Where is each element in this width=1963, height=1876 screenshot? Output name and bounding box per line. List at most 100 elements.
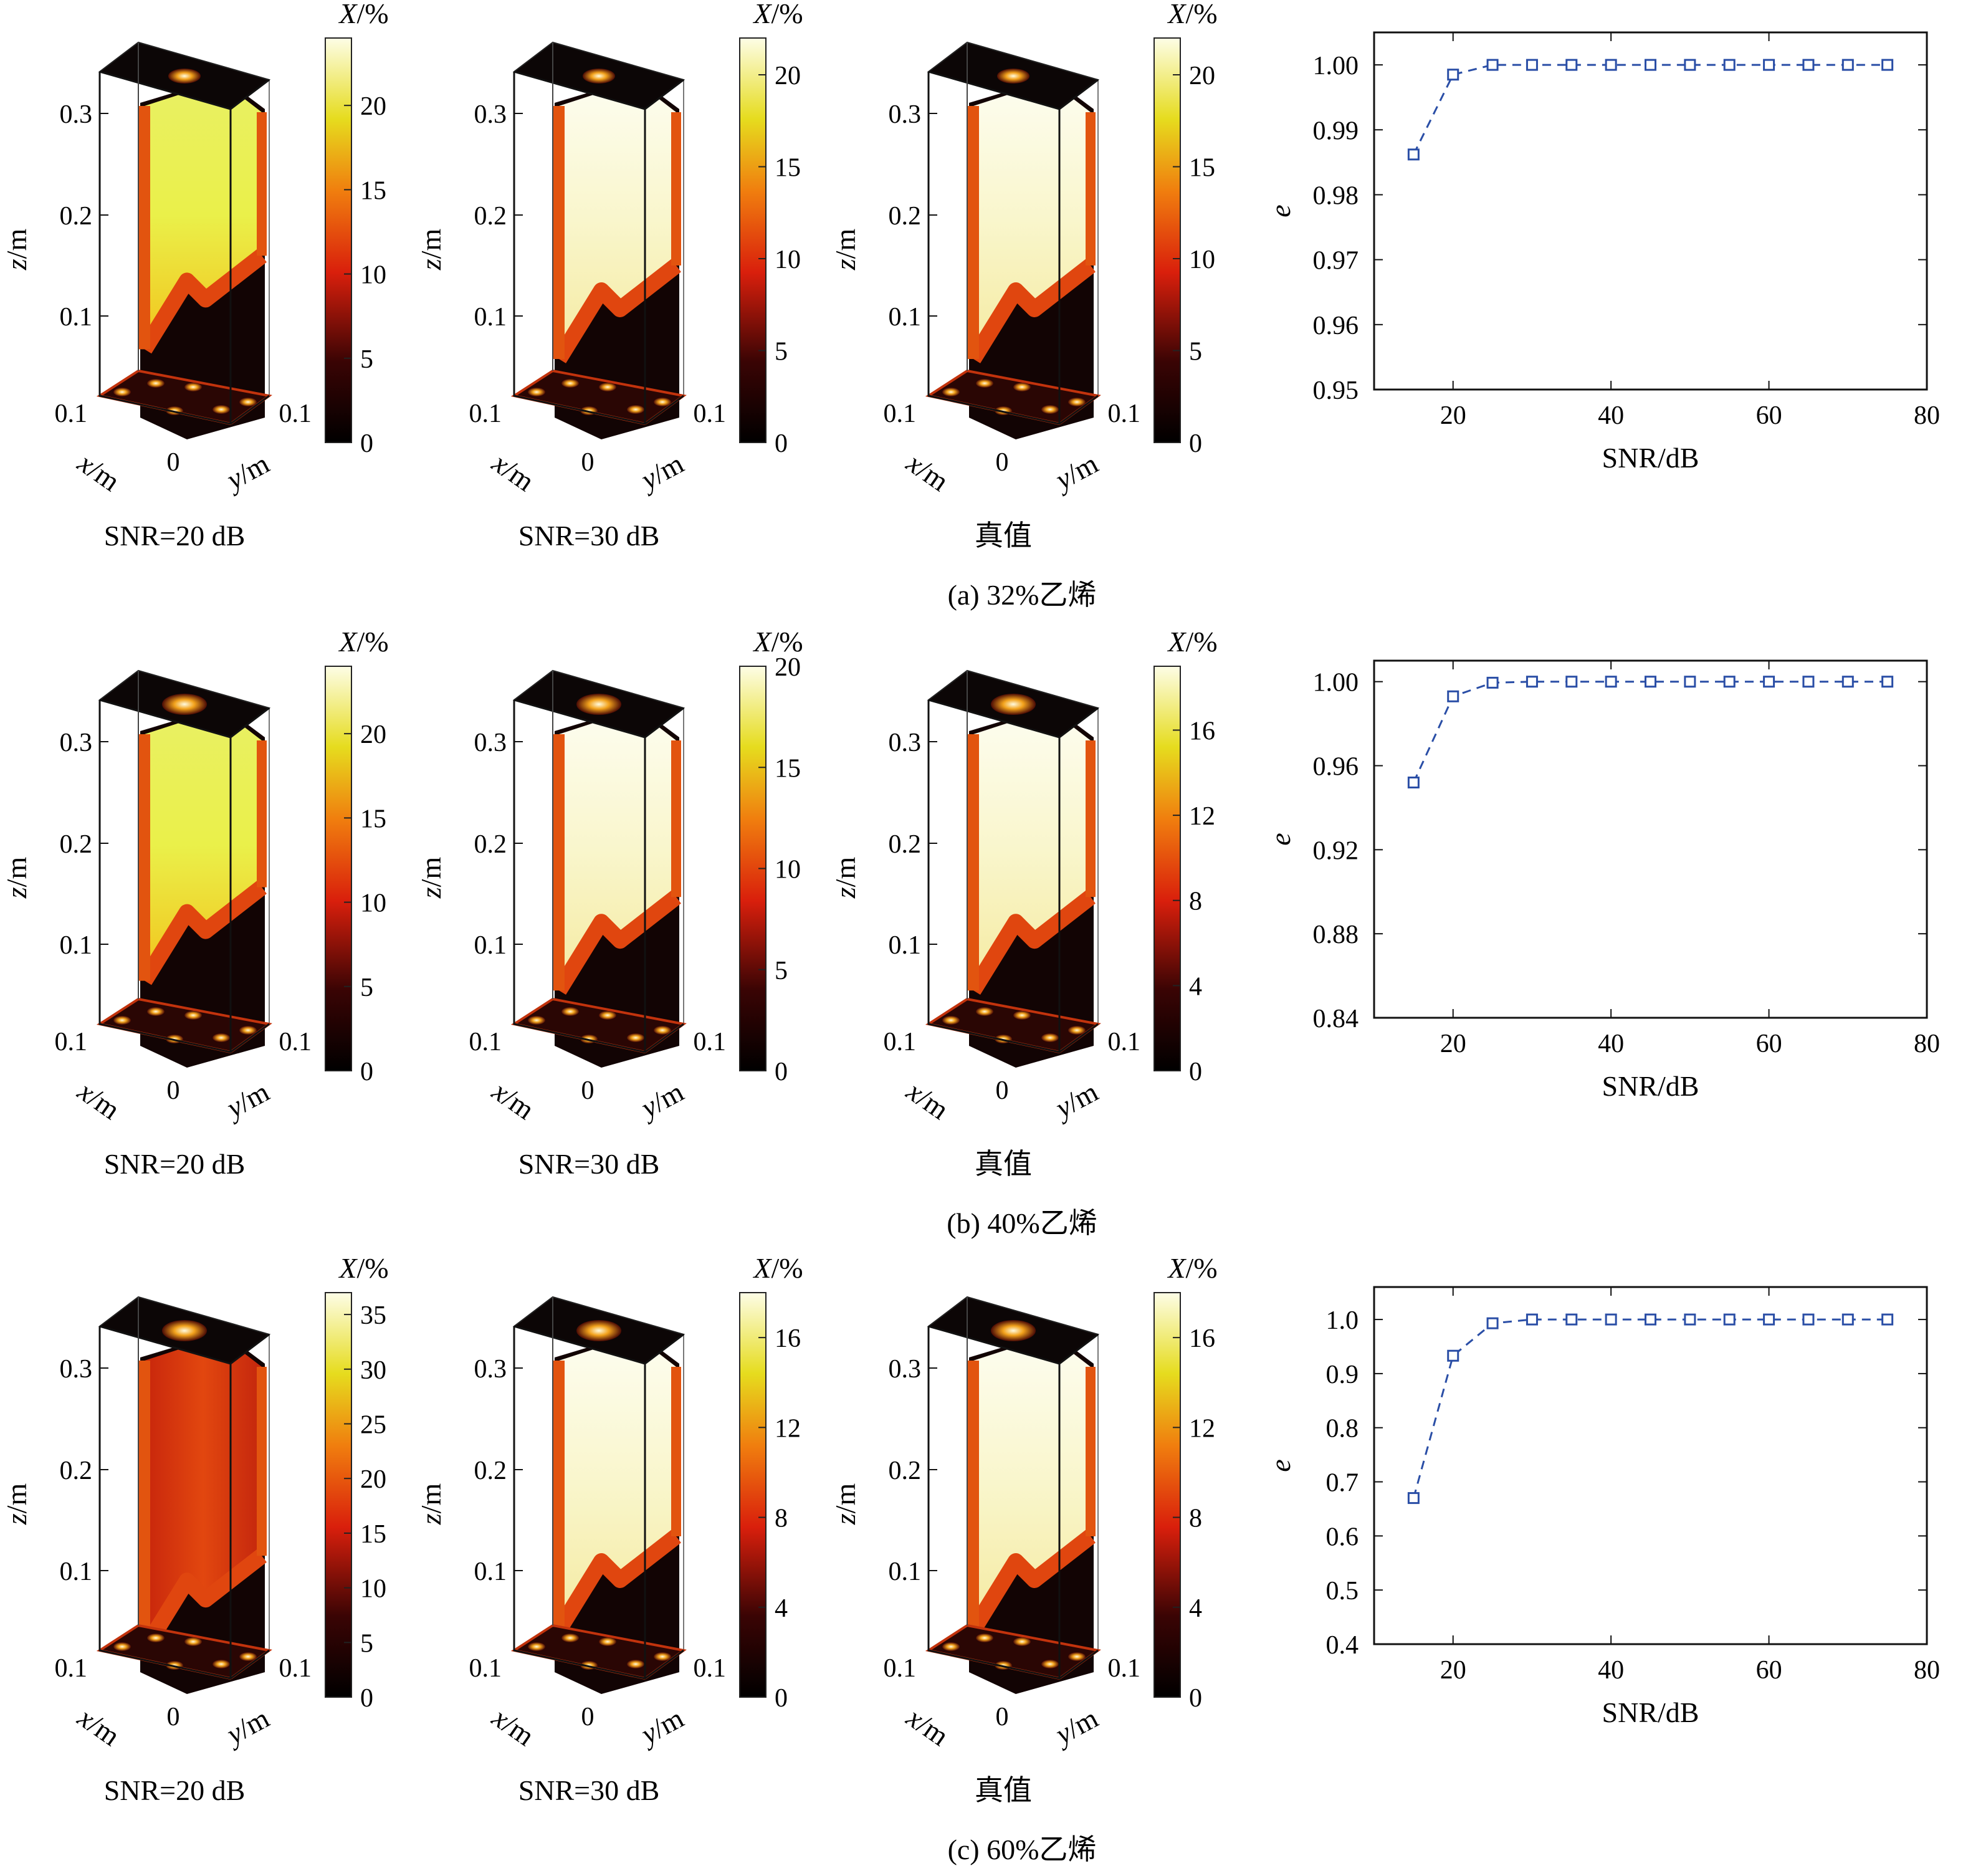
- colorbar-label: X/%: [338, 1252, 388, 1284]
- data-point: [1684, 676, 1696, 688]
- x-axis-label: SNR/dB: [1602, 442, 1699, 474]
- bottom-hotspot: [599, 1011, 616, 1020]
- colorbar-tick-label: 4: [775, 1594, 788, 1623]
- x-axis-label: x/m: [486, 1074, 540, 1126]
- z-tick-label: 0.3: [60, 1355, 93, 1384]
- data-point: [1723, 676, 1736, 688]
- bottom-hotspot: [1013, 383, 1031, 391]
- colorbar-tick-label: 20: [1189, 62, 1215, 90]
- z-tick-label: 0.3: [889, 100, 922, 129]
- bottom-hotspot: [976, 1634, 993, 1642]
- data-point: [1407, 1492, 1420, 1505]
- origin-tick-label: 0: [581, 1076, 595, 1105]
- colorbar-tick-label: 0: [1189, 1058, 1202, 1086]
- top-hotspot: [583, 69, 615, 84]
- origin-tick-label: 0: [996, 1703, 1009, 1731]
- data-point: [1645, 59, 1656, 71]
- y-tick-label: 0.7: [1326, 1469, 1359, 1498]
- colorbar-tick-label: 16: [1189, 1324, 1215, 1353]
- data-point: [1486, 59, 1499, 71]
- y-tick-label: 0.6: [1326, 1523, 1359, 1551]
- x-tick-label: 0.1: [55, 1028, 88, 1056]
- y-tick-label: 0.1: [279, 1654, 312, 1683]
- plume-lower-rim: [137, 881, 267, 985]
- row-caption: (a) 32%乙烯: [948, 579, 1097, 611]
- data-point: [1802, 1313, 1815, 1326]
- z-tick-label: 0.1: [474, 303, 507, 332]
- x-axis-label: x/m: [900, 1701, 955, 1752]
- data-point: [1526, 59, 1538, 71]
- top-hotspot: [576, 1320, 621, 1341]
- colorbar-tick-label: 4: [1189, 1594, 1202, 1623]
- volume-panel: 0.1 0.2 0.3 z/m 0.1 0 0.1 x/m y/m 0 5 10 15 20 X/% 真值: [829, 0, 1218, 552]
- y-tick-label: 0.1: [279, 1028, 312, 1056]
- plot-frame: [1373, 659, 1928, 1019]
- colorbar-label: X/%: [752, 0, 803, 29]
- colorbar: [1153, 1292, 1181, 1698]
- colorbar-tick-label: 10: [360, 889, 386, 918]
- z-axis-label: z/m: [829, 1483, 861, 1526]
- data-point: [1645, 1313, 1656, 1326]
- y-tick-label: 0.97: [1313, 247, 1359, 275]
- colorbar-label: X/%: [1167, 1252, 1217, 1284]
- plume-region: [559, 81, 676, 359]
- colorbar-tick-label: 5: [775, 957, 788, 985]
- y-tick-label: 0.88: [1313, 921, 1359, 949]
- y-tick-label: 0.84: [1313, 1005, 1359, 1033]
- plume-region: [145, 709, 262, 981]
- z-tick-label: 0.2: [474, 1457, 507, 1485]
- plume-region: [559, 709, 676, 991]
- colorbar-tick-label: 0: [775, 1058, 788, 1086]
- data-point: [1565, 1313, 1578, 1326]
- z-tick-label: 0.3: [889, 1355, 922, 1384]
- line-chart: 20 40 60 80 0.84 0.88 0.92 0.96 1.00 SNR/dB e: [1264, 659, 1940, 1102]
- panel-title: SNR=20 dB: [104, 520, 246, 552]
- z-tick-label: 0.3: [889, 729, 922, 757]
- data-point: [1841, 1313, 1854, 1326]
- z-tick-label: 0.1: [889, 303, 922, 332]
- z-axis-label: z/m: [829, 229, 861, 271]
- z-axis-label: z/m: [1, 1483, 32, 1526]
- series-line: [1412, 1318, 1888, 1498]
- panel-title: 真值: [975, 520, 1032, 552]
- panel-title: 真值: [975, 1774, 1032, 1806]
- data-point: [1841, 676, 1854, 688]
- y-tick-label: 0.95: [1313, 376, 1359, 405]
- bottom-hotspot: [147, 1634, 165, 1642]
- colorbar-tick-label: 25: [360, 1410, 386, 1439]
- plume-lower-rim: [552, 259, 681, 363]
- plume-lower-rim: [137, 249, 267, 354]
- colorbar-tick-label: 5: [360, 345, 373, 374]
- y-axis-label: y/m: [1048, 1702, 1104, 1751]
- bottom-hotspot: [599, 383, 616, 391]
- y-tick-label: 0.9: [1326, 1361, 1359, 1389]
- bottom-hotspot: [1041, 405, 1059, 414]
- plume-lower-rim: [552, 1529, 681, 1634]
- z-tick-label: 0.1: [474, 931, 507, 960]
- origin-tick-label: 0: [167, 1703, 180, 1731]
- volume-panel: 0.1 0.2 0.3 z/m 0.1 0 0.1 x/m y/m 0 5 10 15 20 X/% SNR=…: [415, 0, 803, 552]
- z-tick-label: 0.2: [889, 830, 922, 859]
- y-tick-label: 0.96: [1313, 753, 1359, 782]
- z-tick-label: 0.3: [474, 1355, 507, 1384]
- x-tick-label: 0.1: [884, 1654, 917, 1683]
- y-axis-label: e: [1264, 1459, 1296, 1472]
- line-chart: 20 40 60 80 0.95 0.96 0.97 0.98 0.99 1.00 SNR/dB e: [1264, 31, 1940, 474]
- y-tick-label: 0.1: [279, 400, 312, 428]
- plume-lower-rim: [552, 890, 681, 995]
- data-point: [1763, 676, 1775, 688]
- bottom-hotspot: [239, 1026, 257, 1035]
- colorbar-tick-label: 0: [1189, 1684, 1202, 1713]
- bottom-hotspot: [654, 398, 671, 406]
- box-front-edges: [513, 1325, 684, 1680]
- y-axis-label: y/m: [1048, 447, 1104, 497]
- y-tick-label: 0.5: [1326, 1577, 1359, 1606]
- data-point: [1763, 59, 1775, 71]
- z-axis-label: z/m: [1, 229, 32, 271]
- colorbar-tick-label: 0: [1189, 429, 1202, 458]
- origin-tick-label: 0: [581, 448, 595, 477]
- z-tick-label: 0.2: [60, 830, 93, 859]
- colorbar-tick-label: 15: [360, 1520, 386, 1549]
- colorbar: [739, 37, 767, 443]
- box-front-edges: [98, 699, 270, 1053]
